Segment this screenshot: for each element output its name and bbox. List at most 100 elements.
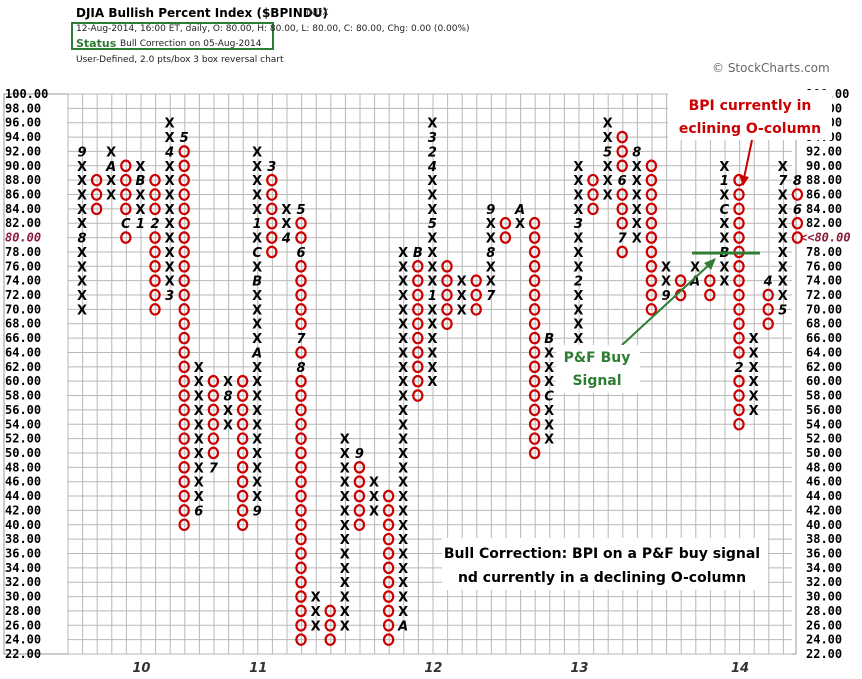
o-box [353,518,366,532]
o-box [528,403,541,417]
x-box: X [573,289,583,304]
x-box: X [778,275,788,290]
x-box: X [749,375,759,390]
o-box [412,288,424,302]
month-marker: 6 [296,246,305,261]
o-box [412,374,424,388]
x-box: X [340,461,350,476]
x-box: X [427,275,437,290]
o-box [528,374,541,388]
o-box [295,374,307,388]
x-box: X [252,318,262,333]
x-box: X [398,476,408,491]
x-box: X [77,160,87,175]
annotation-buy-line2: Signal [572,373,621,389]
y-tick-label-right: 90.00 [806,159,842,173]
o-box [178,188,190,201]
x-box: X [398,332,408,347]
x-box: X [252,232,262,247]
o-box [90,173,103,187]
o-box [236,504,249,517]
o-box [645,216,658,230]
annotation-bg-buy [556,345,640,393]
x-box: X [398,318,408,333]
x-box: X [427,203,437,218]
y-tick-label-left: 50.00 [5,446,41,460]
y-tick-label-left: 24.00 [5,633,41,647]
y-tick-label-right: 72.00 [806,288,842,302]
x-box: X [340,619,350,634]
x-box: X [749,346,759,361]
y-tick-label-left: 74.00 [5,274,41,288]
o-box [645,303,658,316]
x-box: X [252,447,262,462]
annotation-bg-top [668,90,832,140]
o-box [441,317,453,331]
o-box [295,532,307,546]
o-box [528,245,541,259]
o-box [149,202,161,216]
x-box: X [165,217,175,232]
x-box: X [194,476,204,491]
y-tick-label-right: 56.00 [806,403,842,417]
month-marker: 2 [734,361,743,376]
x-box: X [486,275,496,290]
o-box [733,260,745,273]
o-box [295,288,307,302]
o-box [295,590,307,603]
month-marker: 7 [486,289,496,304]
o-box [587,173,599,187]
x-box: X [311,605,321,620]
y-tick-label-left: 86.00 [5,188,41,202]
o-box [295,604,307,618]
o-box [499,216,512,230]
x-box: X [165,260,175,275]
o-box [382,575,395,589]
x-box: X [749,332,759,347]
o-box [178,403,190,417]
y-tick-label-left: 96.00 [5,116,41,130]
month-marker: 2 [150,217,159,232]
o-box [295,561,307,575]
x-box: X [194,375,204,390]
month-marker: 8 [632,145,641,160]
y-tick-label-left: 66.00 [5,331,41,345]
y-tick-label-left: 38.00 [5,532,41,546]
x-box: X [515,217,525,232]
o-box [412,360,424,374]
x-box: X [106,189,116,204]
x-box: X [194,418,204,433]
o-box [528,274,541,287]
o-box [528,303,541,316]
o-box [762,317,774,331]
o-box [645,288,658,302]
o-box [120,202,132,216]
x-box: X [632,232,642,247]
x-box: X [77,275,87,290]
x-box: X [719,275,729,290]
o-box [733,188,745,201]
o-box [324,604,336,618]
x-box: X [369,504,379,519]
y-tick-label-right: 54.00 [806,417,842,431]
x-box: X [398,346,408,361]
x-box: X [427,375,437,390]
o-box [441,274,453,287]
o-box [120,159,132,173]
y-tick-label-left: 76.00 [5,259,41,273]
y-tick-label-left: 56.00 [5,403,41,417]
x-box: X [398,533,408,548]
y-tick-label-left: 62.00 [5,360,41,374]
month-marker: C [544,390,554,405]
o-box [149,274,161,287]
month-marker: 7 [209,461,219,476]
x-box: X [544,346,554,361]
y-tick-label-right: 30.00 [806,590,842,604]
x-box: X [573,318,583,333]
x-year-label: 10 [132,661,150,676]
o-box [266,202,278,216]
x-box: X [252,390,262,405]
o-box [178,504,190,517]
x-box: X [778,260,788,275]
o-box [470,303,482,316]
